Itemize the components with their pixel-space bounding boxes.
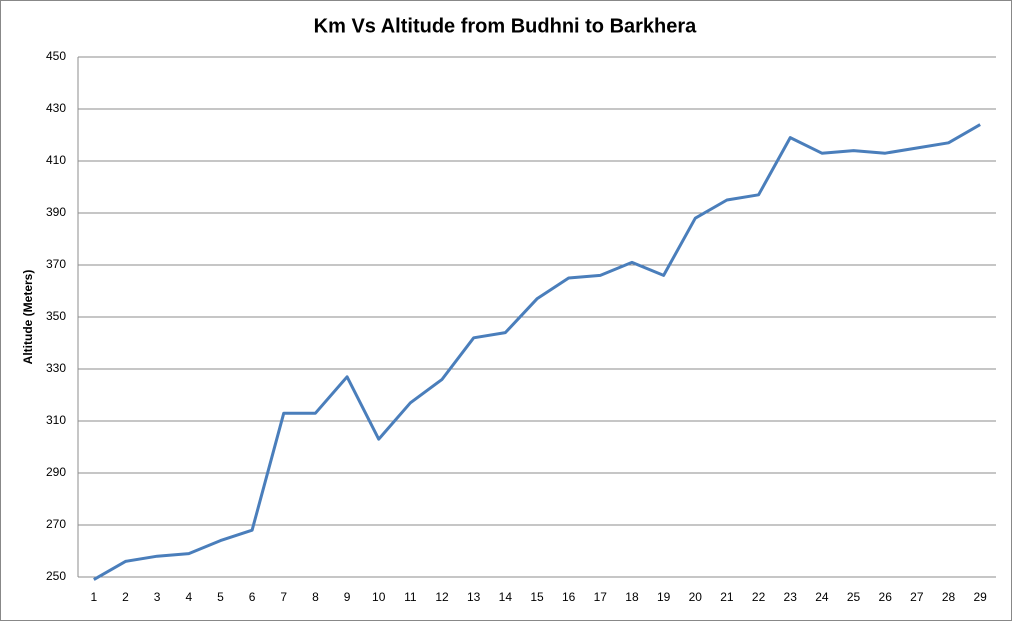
y-tick-label: 450 — [46, 49, 66, 63]
x-tick-label: 5 — [217, 590, 224, 604]
x-tick-label: 11 — [404, 590, 417, 604]
x-tick-label: 25 — [847, 590, 861, 604]
y-axis-label: Altitude (Meters) — [21, 270, 35, 365]
y-tick-label: 330 — [46, 361, 66, 375]
x-tick-label: 10 — [372, 590, 386, 604]
y-tick-label: 430 — [46, 101, 66, 115]
x-tick-label: 15 — [530, 590, 544, 604]
x-tick-label: 8 — [312, 590, 319, 604]
x-tick-label: 6 — [249, 590, 256, 604]
x-tick-label: 21 — [720, 590, 734, 604]
y-tick-label: 370 — [46, 257, 66, 271]
x-tick-label: 20 — [689, 590, 703, 604]
y-tick-label: 250 — [46, 569, 66, 583]
x-tick-label: 3 — [154, 590, 161, 604]
x-tick-label: 2 — [122, 590, 129, 604]
x-tick-label: 29 — [973, 590, 987, 604]
x-tick-label: 9 — [344, 590, 351, 604]
x-tick-label: 1 — [90, 590, 97, 604]
x-tick-label: 28 — [942, 590, 956, 604]
y-tick-label: 270 — [46, 517, 66, 531]
x-tick-label: 22 — [752, 590, 766, 604]
x-tick-label: 19 — [657, 590, 671, 604]
x-tick-label: 24 — [815, 590, 829, 604]
x-tick-label: 7 — [280, 590, 287, 604]
data-line — [93, 123, 981, 581]
x-tick-label: 14 — [499, 590, 513, 604]
y-tick-label: 390 — [46, 205, 66, 219]
y-tick-label: 350 — [46, 309, 66, 323]
x-tick-label: 13 — [467, 590, 481, 604]
x-tick-label: 26 — [879, 590, 893, 604]
x-tick-label: 16 — [562, 590, 576, 604]
y-tick-label: 290 — [46, 465, 66, 479]
x-tick-label: 4 — [185, 590, 192, 604]
y-tick-label: 410 — [46, 153, 66, 167]
x-tick-label: 18 — [625, 590, 639, 604]
chart-title: Km Vs Altitude from Budhni to Barkhera — [314, 15, 698, 37]
x-tick-label: 27 — [910, 590, 924, 604]
y-tick-label: 310 — [46, 413, 66, 427]
x-tick-label: 12 — [435, 590, 449, 604]
x-tick-label: 23 — [784, 590, 798, 604]
x-tick-label: 17 — [594, 590, 608, 604]
